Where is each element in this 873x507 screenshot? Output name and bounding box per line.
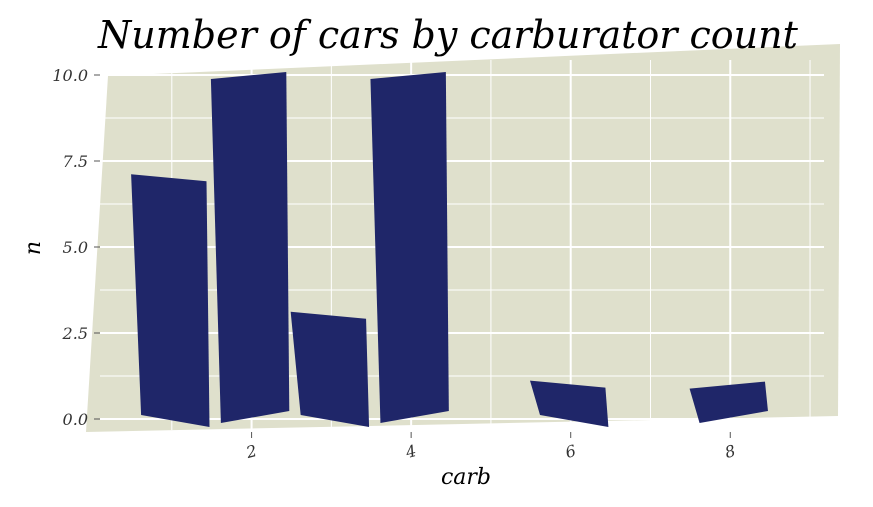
bar-carb-3	[291, 312, 369, 427]
x-tick-label: 8	[723, 441, 738, 462]
bar-carb-4	[370, 72, 448, 423]
y-tick-label: 2.5	[62, 324, 88, 343]
y-tick-label: 7.5	[63, 152, 88, 171]
y-axis-label: n	[21, 241, 46, 255]
x-axis-label: carb	[441, 465, 491, 490]
x-tick-label: 4	[403, 441, 419, 462]
y-tick-label: 0.0	[63, 410, 88, 429]
y-tick-label: 10.0	[52, 66, 88, 85]
bar-carb-2	[211, 72, 289, 423]
x-tick-label: 6	[563, 441, 578, 462]
x-axis: 2 4 6 8	[243, 432, 737, 462]
chart-title: Number of cars by carburator count	[97, 13, 799, 57]
x-tick-label: 2	[243, 441, 259, 462]
y-tick-label: 5.0	[63, 238, 88, 257]
bar-carb-1	[131, 174, 209, 427]
